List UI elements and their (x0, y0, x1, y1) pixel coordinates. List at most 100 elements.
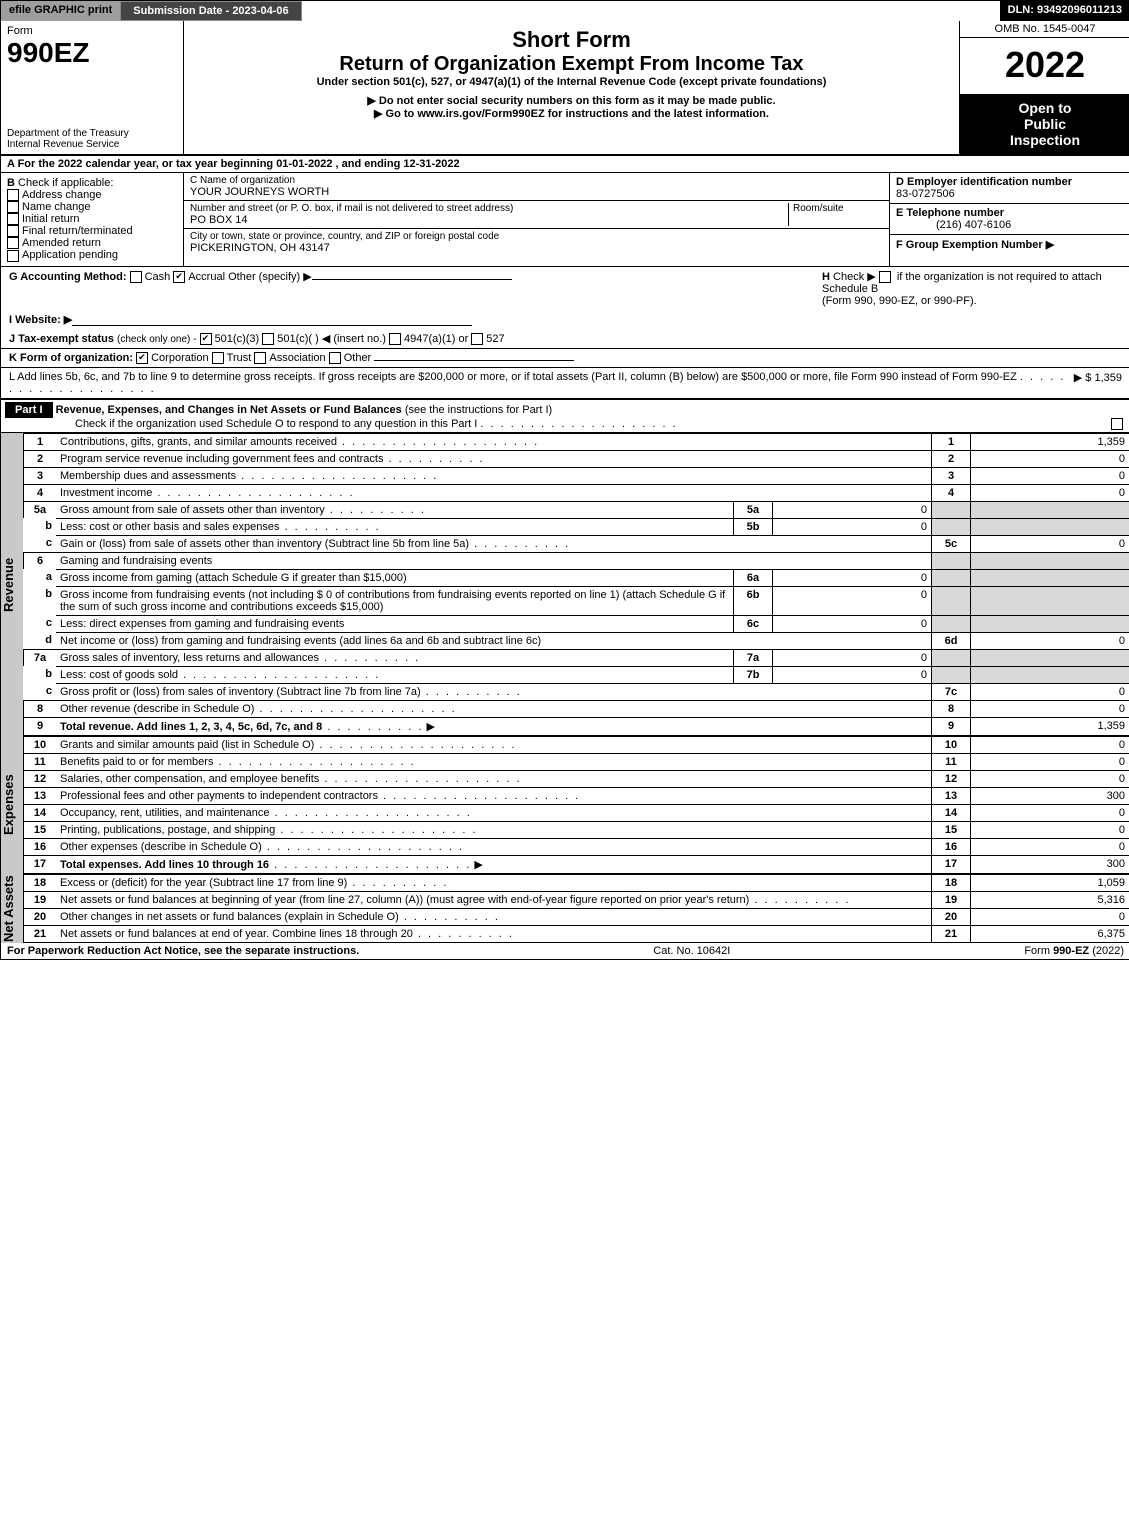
checkbox-initial-return[interactable] (7, 213, 19, 225)
desc-17: Total expenses. Add lines 10 through 16 (60, 859, 269, 871)
checkbox-schedule-o[interactable] (1111, 418, 1123, 430)
h-text-3: (Form 990, 990-EZ, or 990-PF). (822, 295, 977, 307)
row-8: 8 Other revenue (describe in Schedule O)… (24, 700, 1129, 717)
opt-4947a1: 4947(a)(1) or (404, 333, 468, 345)
checkbox-final-return[interactable] (7, 225, 19, 237)
sections-d-e-f: D Employer identification number 83-0727… (889, 173, 1129, 266)
row-2: 2 Program service revenue including gove… (24, 450, 1129, 467)
line-j: J Tax-exempt status (check only one) - 5… (1, 329, 1129, 349)
opt-name-change: Name change (22, 201, 91, 213)
subbox-5a: 5a (734, 501, 773, 518)
opt-amended-return: Amended return (22, 237, 101, 249)
desc-11: Benefits paid to or for members (60, 756, 213, 768)
amt-2: 0 (971, 450, 1129, 467)
desc-3: Membership dues and assessments (60, 470, 236, 482)
row-4: 4 Investment income 4 0 (24, 484, 1129, 501)
net-assets-section: Net Assets 18Excess or (deficit) for the… (1, 874, 1129, 943)
row-5c: c Gain or (loss) from sale of assets oth… (24, 535, 1129, 552)
footer-right: Form 990-EZ (2022) (1024, 945, 1124, 957)
checkbox-527[interactable] (471, 333, 483, 345)
phone-value: (216) 407-6106 (896, 219, 1011, 231)
subbox-5b: 5b (734, 518, 773, 535)
checkbox-address-change[interactable] (7, 189, 19, 201)
expenses-section: Expenses 10Grants and similar amounts pa… (1, 736, 1129, 874)
g-label: G Accounting Method: (9, 271, 127, 283)
page-footer: For Paperwork Reduction Act Notice, see … (1, 943, 1129, 959)
checkbox-501c3[interactable] (200, 333, 212, 345)
line-g: G Accounting Method: Cash Accrual Other … (9, 270, 512, 307)
part-1-dots (480, 418, 677, 430)
sections-b-through-f: B Check if applicable: Address change Na… (1, 173, 1129, 267)
e-label: E Telephone number (896, 207, 1004, 219)
subamt-6a: 0 (773, 569, 932, 586)
amt-16: 0 (971, 838, 1129, 855)
amt-20: 0 (971, 908, 1129, 925)
row-15: 15Printing, publications, postage, and s… (24, 821, 1129, 838)
d-label: D Employer identification number (896, 176, 1072, 188)
box-18: 18 (932, 874, 971, 891)
row-9: 9 Total revenue. Add lines 1, 2, 3, 4, 5… (24, 717, 1129, 735)
desc-7a: Gross sales of inventory, less returns a… (60, 652, 319, 664)
row-13: 13 Professional fees and other payments t… (24, 787, 1129, 804)
l-amount-prefix: ▶ $ (1074, 372, 1092, 384)
amt-8: 0 (971, 700, 1129, 717)
desc-21: Net assets or fund balances at end of ye… (60, 928, 413, 940)
row-7a: 7a Gross sales of inventory, less return… (24, 649, 1129, 666)
form-header: Form 990EZ Department of the Treasury In… (1, 21, 1129, 156)
line-h: H Check ▶ if the organization is not req… (822, 270, 1122, 307)
part-1-note: (see the instructions for Part I) (405, 404, 552, 416)
checkbox-name-change[interactable] (7, 201, 19, 213)
checkbox-trust[interactable] (212, 352, 224, 364)
checkbox-application-pending[interactable] (7, 250, 19, 262)
l-amount: 1,359 (1094, 372, 1122, 384)
checkbox-amended-return[interactable] (7, 237, 19, 249)
box-1: 1 (932, 433, 971, 450)
row-6d: d Net income or (loss) from gaming and f… (24, 632, 1129, 649)
desc-10: Grants and similar amounts paid (list in… (60, 739, 314, 751)
checkbox-501c[interactable] (262, 333, 274, 345)
part-1-title: Revenue, Expenses, and Changes in Net As… (56, 404, 402, 416)
f-label: F Group Exemption Number ▶ (896, 239, 1054, 251)
other-org-field[interactable] (374, 360, 574, 361)
checkbox-association[interactable] (254, 352, 266, 364)
amt-13: 300 (971, 787, 1129, 804)
j-label: J Tax-exempt status (9, 333, 114, 345)
desc-7b: Less: cost of goods sold (60, 669, 178, 681)
desc-12: Salaries, other compensation, and employ… (60, 773, 319, 785)
box-4: 4 (932, 484, 971, 501)
other-specify-field[interactable] (312, 279, 512, 280)
website-field[interactable] (72, 313, 472, 326)
opt-application-pending: Application pending (22, 249, 118, 261)
checkbox-4947a1[interactable] (389, 333, 401, 345)
amt-1: 1,359 (971, 433, 1129, 450)
desc-13: Professional fees and other payments to … (60, 790, 378, 802)
subamt-6c: 0 (773, 615, 932, 632)
opt-501c3: 501(c)(3) (215, 333, 260, 345)
opt-cash: Cash (145, 271, 171, 283)
row-6c: c Less: direct expenses from gaming and … (24, 615, 1129, 632)
box-16: 16 (932, 838, 971, 855)
open-line-1: Open to (964, 100, 1126, 116)
subbox-6b: 6b (734, 586, 773, 615)
i-label: I Website: ▶ (9, 313, 72, 326)
desc-4: Investment income (60, 487, 152, 499)
checkbox-schedule-b[interactable] (879, 271, 891, 283)
expenses-side-label: Expenses (1, 736, 23, 874)
efile-print-label[interactable]: efile GRAPHIC print (1, 1, 120, 21)
box-19: 19 (932, 891, 971, 908)
checkbox-cash[interactable] (130, 271, 142, 283)
header-center: Short Form Return of Organization Exempt… (184, 21, 959, 154)
box-13: 13 (932, 787, 971, 804)
dept-line-1: Department of the Treasury (7, 128, 177, 139)
amt-19: 5,316 (971, 891, 1129, 908)
row-21: 21Net assets or fund balances at end of … (24, 925, 1129, 942)
main-title: Return of Organization Exempt From Incom… (190, 53, 953, 76)
checkbox-accrual[interactable] (173, 271, 185, 283)
checkbox-corporation[interactable] (136, 352, 148, 364)
box-17: 17 (932, 855, 971, 873)
revenue-side-label: Revenue (1, 433, 23, 736)
box-8: 8 (932, 700, 971, 717)
box-6d: 6d (932, 632, 971, 649)
checkbox-other-org[interactable] (329, 352, 341, 364)
box-3: 3 (932, 467, 971, 484)
